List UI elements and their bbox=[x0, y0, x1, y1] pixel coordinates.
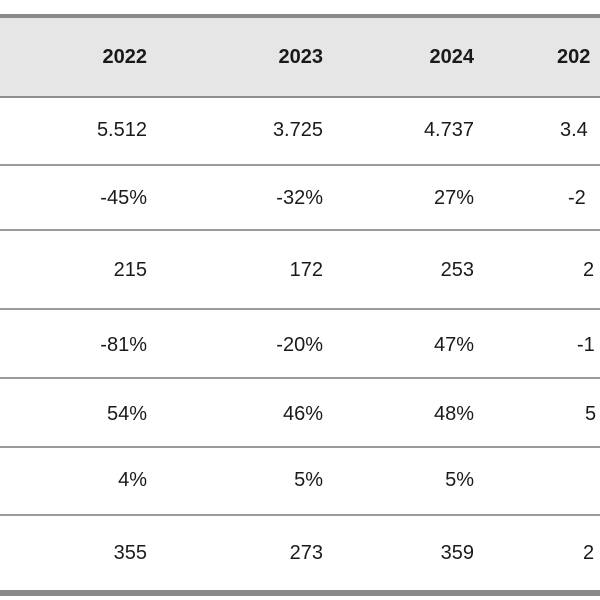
table-cell: -81% bbox=[100, 334, 147, 356]
row-divider bbox=[0, 164, 600, 166]
table-cell: 4.737 bbox=[423, 119, 474, 141]
table-cell: 215 bbox=[113, 259, 147, 281]
table-cell-clipped: 2 bbox=[583, 542, 595, 564]
table-cell: 253 bbox=[440, 259, 474, 281]
header-cell-clipped: 202 bbox=[557, 46, 591, 68]
table-cell-clipped: 5 bbox=[585, 403, 597, 425]
table-cell: 27% bbox=[433, 187, 474, 209]
table-cell: 5.512 bbox=[96, 119, 147, 141]
header-cell-2024: 2024 bbox=[429, 46, 475, 68]
header-divider bbox=[0, 96, 600, 98]
table-cell-clipped: 2 bbox=[583, 259, 595, 281]
table-cell: 273 bbox=[289, 542, 323, 564]
table-cell: -20% bbox=[276, 334, 323, 356]
row-divider bbox=[0, 446, 600, 448]
table-cell-clipped: 3.4 bbox=[560, 119, 588, 141]
table-cell-clipped: -1 bbox=[577, 334, 595, 356]
table-cell: -45% bbox=[100, 187, 147, 209]
table-cell: 48% bbox=[433, 403, 474, 425]
table-cell-clipped: -2 bbox=[568, 187, 586, 209]
table-cell: 54% bbox=[106, 403, 147, 425]
table-bottom-border bbox=[0, 590, 600, 596]
row-divider bbox=[0, 377, 600, 379]
table-cell: 355 bbox=[113, 542, 147, 564]
table-cell: 5% bbox=[294, 469, 323, 491]
table-cell: 47% bbox=[433, 334, 474, 356]
row-divider bbox=[0, 308, 600, 310]
header-cell-2023: 2023 bbox=[278, 46, 324, 68]
table-cell: 359 bbox=[440, 542, 474, 564]
table-cell: 5% bbox=[445, 469, 474, 491]
table-top-border bbox=[0, 14, 600, 18]
header-cell-2022: 2022 bbox=[102, 46, 148, 68]
table-cell: 46% bbox=[282, 403, 323, 425]
table-cell: 3.725 bbox=[272, 119, 323, 141]
header-row bbox=[0, 18, 600, 96]
row-divider bbox=[0, 514, 600, 516]
table-cell: 4% bbox=[118, 469, 147, 491]
table-cell: -32% bbox=[276, 187, 323, 209]
row-divider bbox=[0, 229, 600, 231]
table-cell: 172 bbox=[289, 259, 323, 281]
